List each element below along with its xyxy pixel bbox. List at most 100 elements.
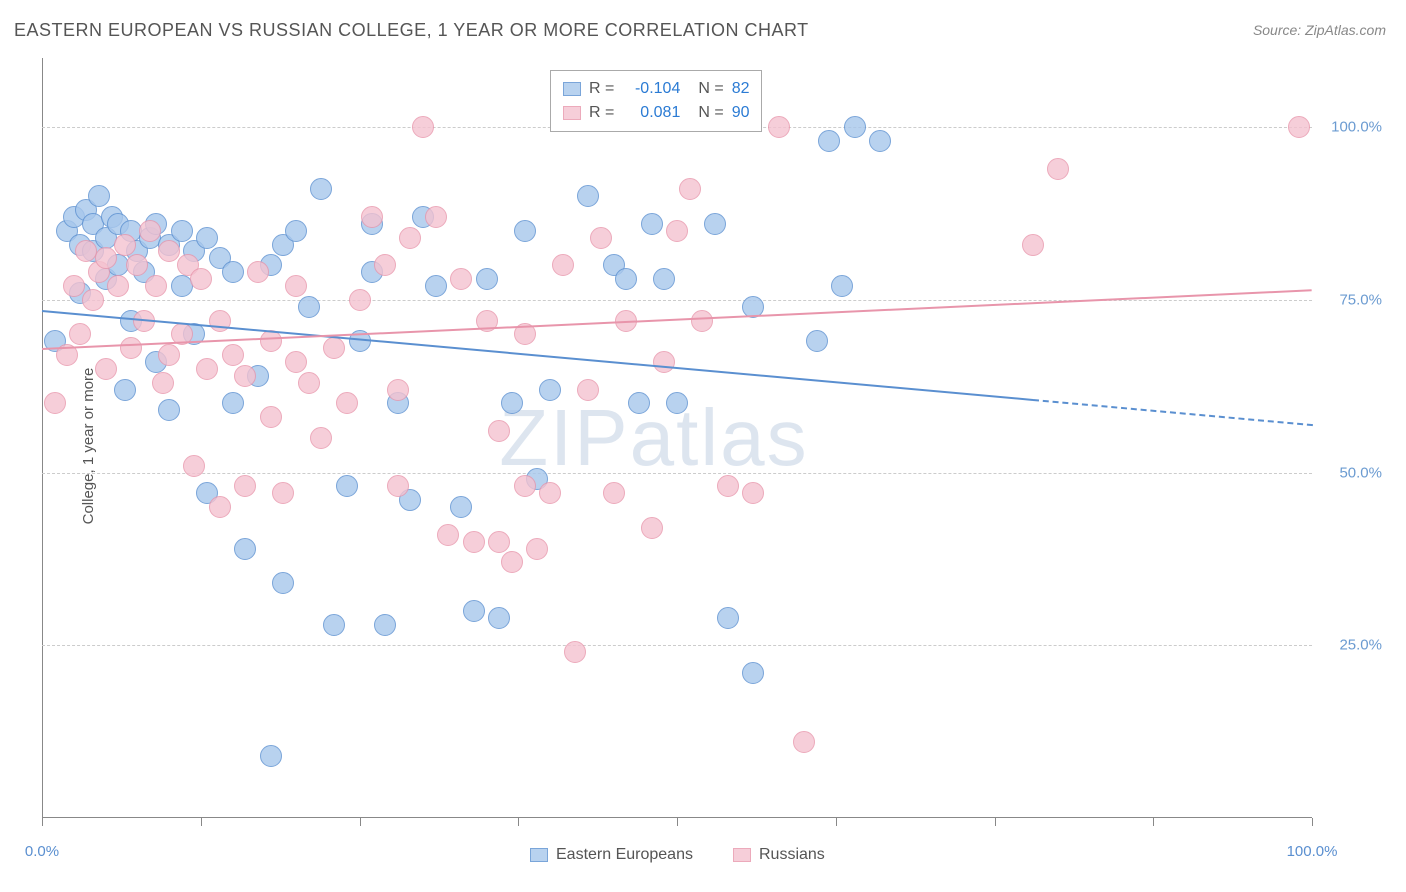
legend-item: Eastern Europeans	[530, 846, 693, 864]
scatter-point	[666, 392, 688, 414]
scatter-point	[44, 392, 66, 414]
scatter-point	[196, 358, 218, 380]
scatter-point	[488, 531, 510, 553]
x-tick-label: 100.0%	[1287, 843, 1338, 860]
scatter-point	[514, 220, 536, 242]
scatter-point	[717, 607, 739, 629]
scatter-point	[450, 268, 472, 290]
scatter-point	[539, 379, 561, 401]
scatter-point	[628, 392, 650, 414]
scatter-point	[126, 254, 148, 276]
scatter-point	[412, 116, 434, 138]
scatter-point	[222, 344, 244, 366]
scatter-point	[323, 337, 345, 359]
scatter-point	[82, 289, 104, 311]
scatter-point	[222, 392, 244, 414]
scatter-point	[399, 227, 421, 249]
scatter-point	[95, 358, 117, 380]
scatter-point	[196, 227, 218, 249]
scatter-point	[742, 662, 764, 684]
legend-label: Russians	[759, 846, 825, 864]
scatter-point	[653, 351, 675, 373]
scatter-point	[691, 310, 713, 332]
scatter-point	[501, 551, 523, 573]
scatter-point	[869, 130, 891, 152]
x-tick	[42, 818, 43, 826]
scatter-point	[310, 178, 332, 200]
n-value: 82	[732, 80, 750, 98]
scatter-point	[107, 275, 129, 297]
scatter-point	[615, 268, 637, 290]
y-tick-label: 75.0%	[1322, 291, 1382, 308]
scatter-point	[463, 600, 485, 622]
scatter-point	[234, 475, 256, 497]
scatter-point	[806, 330, 828, 352]
scatter-point	[437, 524, 459, 546]
watermark: ZIPatlas	[499, 392, 808, 484]
n-label: N =	[698, 80, 723, 98]
scatter-point	[679, 178, 701, 200]
scatter-point	[88, 185, 110, 207]
legend-row: R = -0.104 N = 82	[563, 77, 749, 101]
scatter-point	[387, 379, 409, 401]
legend-swatch	[563, 106, 581, 120]
scatter-point	[298, 372, 320, 394]
chart-title: EASTERN EUROPEAN VS RUSSIAN COLLEGE, 1 Y…	[14, 20, 809, 41]
plot-area: 25.0%50.0%75.0%100.0%0.0%100.0%ZIPatlasR…	[42, 58, 1312, 818]
scatter-point	[641, 517, 663, 539]
r-label: R =	[589, 80, 614, 98]
scatter-point	[577, 185, 599, 207]
scatter-point	[590, 227, 612, 249]
scatter-point	[114, 234, 136, 256]
r-value: -0.104	[622, 80, 680, 98]
scatter-point	[374, 614, 396, 636]
scatter-point	[577, 379, 599, 401]
scatter-point	[272, 572, 294, 594]
scatter-point	[717, 475, 739, 497]
scatter-point	[285, 351, 307, 373]
x-tick	[677, 818, 678, 826]
scatter-point	[234, 365, 256, 387]
trend-line-dashed	[1033, 399, 1313, 426]
scatter-point	[514, 475, 536, 497]
x-tick	[995, 818, 996, 826]
scatter-point	[120, 337, 142, 359]
scatter-point	[704, 213, 726, 235]
scatter-point	[152, 372, 174, 394]
x-tick	[836, 818, 837, 826]
x-tick	[518, 818, 519, 826]
y-tick-label: 50.0%	[1322, 464, 1382, 481]
x-tick-label: 0.0%	[25, 843, 59, 860]
scatter-point	[145, 275, 167, 297]
scatter-point	[260, 330, 282, 352]
scatter-point	[603, 482, 625, 504]
scatter-point	[158, 344, 180, 366]
scatter-point	[95, 247, 117, 269]
scatter-point	[526, 538, 548, 560]
scatter-point	[139, 220, 161, 242]
scatter-point	[209, 496, 231, 518]
scatter-point	[63, 275, 85, 297]
scatter-point	[552, 254, 574, 276]
x-tick	[1153, 818, 1154, 826]
scatter-point	[653, 268, 675, 290]
scatter-point	[387, 475, 409, 497]
legend-bottom: Eastern Europeans Russians	[530, 846, 825, 864]
y-tick-label: 25.0%	[1322, 637, 1382, 654]
scatter-point	[450, 496, 472, 518]
scatter-point	[374, 254, 396, 276]
scatter-point	[323, 614, 345, 636]
scatter-point	[488, 420, 510, 442]
x-tick	[201, 818, 202, 826]
scatter-point	[539, 482, 561, 504]
scatter-point	[247, 261, 269, 283]
scatter-point	[158, 240, 180, 262]
legend-stats: R =-0.104N =82R =0.081N =90	[550, 70, 762, 132]
scatter-point	[1022, 234, 1044, 256]
plot-border	[42, 58, 1312, 818]
chart-container: EASTERN EUROPEAN VS RUSSIAN COLLEGE, 1 Y…	[0, 0, 1406, 892]
scatter-point	[69, 323, 91, 345]
legend-swatch	[530, 848, 548, 862]
scatter-point	[114, 379, 136, 401]
x-tick	[1312, 818, 1313, 826]
